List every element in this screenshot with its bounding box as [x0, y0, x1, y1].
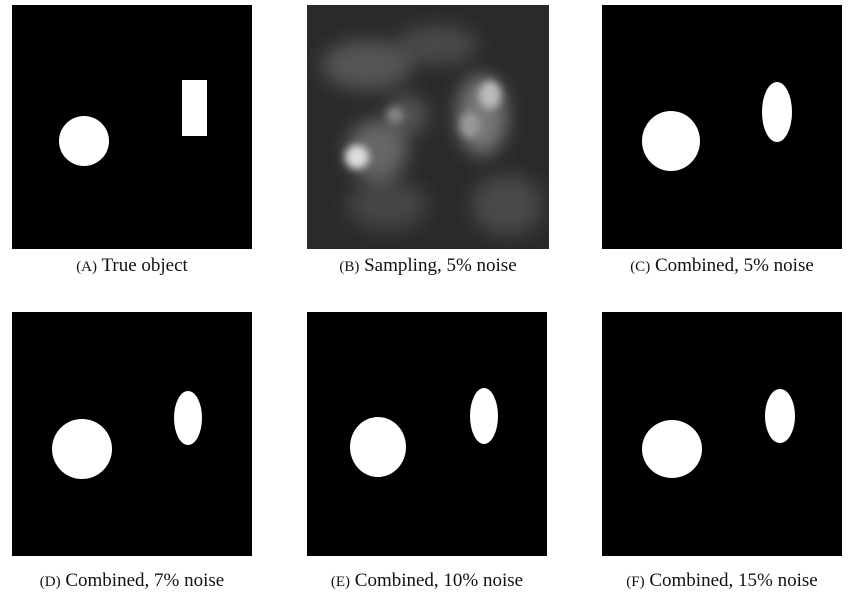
caption: (F) Combined, 15% noise	[572, 570, 865, 592]
caption: (B) Sampling, 5% noise	[278, 255, 578, 277]
panel-image	[307, 312, 547, 556]
panel-image	[602, 312, 842, 556]
panel-label: (C)	[630, 259, 650, 275]
caption: (A) True object	[0, 255, 282, 277]
panel-label: (B)	[339, 259, 359, 275]
caption-text: Combined, 7% noise	[65, 570, 224, 591]
caption-text: True object	[101, 255, 187, 276]
caption: (D) Combined, 7% noise	[0, 570, 282, 592]
caption-text: Combined, 5% noise	[655, 255, 814, 276]
caption-text: Sampling, 5% noise	[364, 255, 517, 276]
panel-image	[602, 5, 842, 249]
panel-label: (F)	[626, 574, 644, 590]
caption-text: Combined, 15% noise	[649, 570, 817, 591]
panel-label: (A)	[76, 259, 97, 275]
caption-text: Combined, 10% noise	[355, 570, 523, 591]
panel-label: (E)	[331, 574, 350, 590]
panel-label: (D)	[40, 574, 61, 590]
caption: (C) Combined, 5% noise	[572, 255, 865, 277]
panel-image	[12, 5, 252, 249]
caption: (E) Combined, 10% noise	[277, 570, 577, 592]
panel-image	[307, 5, 549, 249]
figure: (A) True object (B) Sampling, 5% noise (…	[0, 0, 865, 604]
panel-image	[12, 312, 252, 556]
